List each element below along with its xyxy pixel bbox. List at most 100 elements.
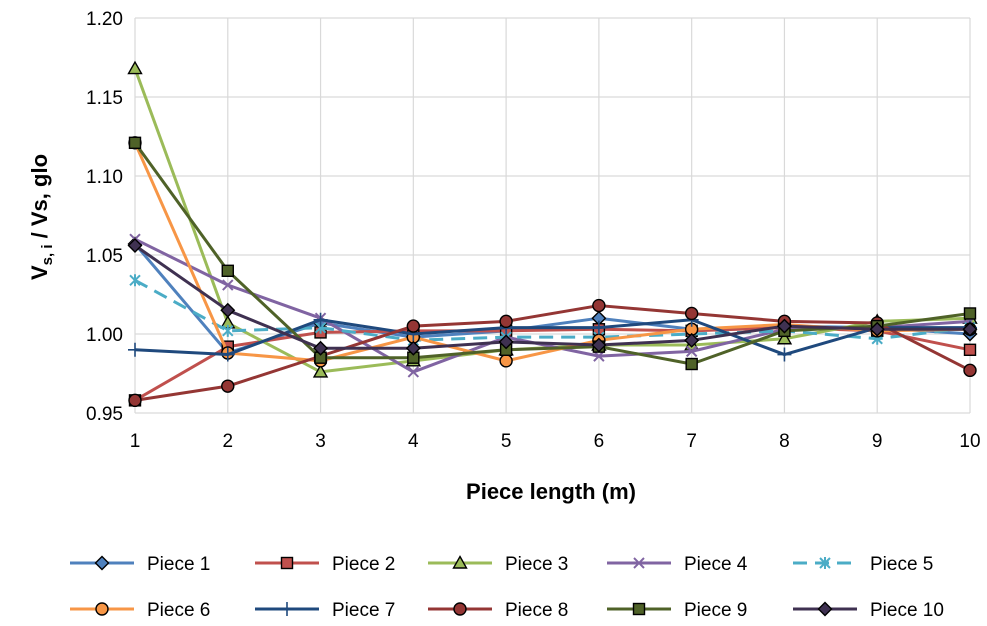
legend-item-piece-6: Piece 6 <box>70 600 210 621</box>
legend-item-piece-2: Piece 2 <box>255 554 395 575</box>
data-point <box>406 319 421 333</box>
series-piece-10 <box>127 238 978 356</box>
legend-swatch-marker <box>280 556 294 570</box>
data-point <box>128 136 142 150</box>
series-line <box>134 278 971 342</box>
data-point <box>963 307 977 320</box>
legend-swatch-marker <box>94 555 110 571</box>
legend-swatch-marker <box>452 555 468 569</box>
data-point <box>499 314 513 329</box>
legend-swatch-marker <box>817 601 833 617</box>
data-point <box>591 337 607 353</box>
legend-label: Piece 1 <box>147 554 210 575</box>
data-point <box>591 320 606 335</box>
series-layer <box>127 60 978 408</box>
legend-swatch-marker <box>95 602 109 616</box>
legend-label: Piece 6 <box>147 600 210 621</box>
legend-item-piece-10: Piece 10 <box>793 600 944 621</box>
legend-item-piece-1: Piece 1 <box>70 554 210 575</box>
data-point <box>128 342 142 357</box>
legend-swatch-marker <box>632 602 646 616</box>
y-axis-title-subscript: s, i <box>39 244 56 265</box>
x-tick-label: 8 <box>779 431 790 452</box>
x-tick-label: 3 <box>315 431 326 452</box>
data-point <box>405 340 421 356</box>
series-line <box>134 304 971 402</box>
data-point <box>777 347 792 362</box>
data-point <box>220 302 236 318</box>
data-point <box>407 366 420 378</box>
data-point <box>869 321 885 337</box>
y-tick-label: 1.00 <box>86 325 123 346</box>
data-point <box>963 343 977 356</box>
series-line <box>134 318 970 357</box>
legend-swatch-marker <box>633 557 645 569</box>
data-point <box>685 345 698 358</box>
data-point <box>313 312 328 327</box>
data-point <box>498 334 514 350</box>
legend-item-piece-9: Piece 9 <box>607 600 747 621</box>
x-tick-label: 7 <box>686 431 697 452</box>
data-point <box>684 306 699 321</box>
legend-swatch-marker <box>453 602 467 616</box>
data-point <box>685 357 698 371</box>
data-point <box>684 332 700 348</box>
legend: Piece 1 Piece 2 Piece 3 Piece 4 Piece 5 Piece… <box>70 554 944 621</box>
legend-label: Piece 4 <box>684 554 748 575</box>
data-point <box>221 264 234 277</box>
y-axis-title-main: V <box>27 265 52 280</box>
data-point <box>313 340 329 356</box>
legend-swatch-marker <box>819 557 831 569</box>
data-point <box>776 318 792 334</box>
y-tick-label: 0.95 <box>86 404 123 425</box>
legend-item-piece-4: Piece 4 <box>607 554 748 575</box>
data-point <box>962 321 978 337</box>
x-tick-label: 10 <box>959 431 980 452</box>
x-tick-label: 5 <box>501 431 512 452</box>
legend-item-piece-3: Piece 3 <box>428 554 568 575</box>
x-tick-label: 1 <box>130 431 141 452</box>
data-point <box>220 347 235 362</box>
x-axis-ticks: 1 2 3 4 5 6 7 8 9 10 <box>130 431 981 452</box>
x-tick-label: 2 <box>222 431 233 452</box>
y-axis-ticks: 0.95 1.00 1.05 1.10 1.15 1.20 <box>86 9 123 425</box>
legend-item-piece-7: Piece 7 <box>255 600 395 621</box>
legend-label: Piece 5 <box>870 554 933 575</box>
legend-item-piece-5: Piece 5 <box>793 554 933 575</box>
legend-label: Piece 9 <box>684 600 747 621</box>
data-point <box>222 279 234 291</box>
legend-label: Piece 7 <box>332 600 395 621</box>
x-tick-label: 9 <box>872 431 883 452</box>
series-line <box>134 244 970 350</box>
data-point <box>499 354 513 368</box>
data-point <box>129 274 141 287</box>
data-point <box>127 60 143 75</box>
y-tick-label: 1.10 <box>86 167 123 188</box>
gridlines <box>134 17 971 414</box>
y-axis-title: Vs, i / Vs, glo <box>27 154 56 280</box>
legend-label: Piece 8 <box>505 600 568 621</box>
x-tick-label: 6 <box>594 431 605 452</box>
x-axis-title: Piece length (m) <box>466 479 636 504</box>
data-point <box>312 363 329 378</box>
data-point <box>221 379 235 393</box>
y-tick-label: 1.20 <box>86 9 123 30</box>
legend-item-piece-8: Piece 8 <box>428 600 568 621</box>
legend-label: Piece 3 <box>505 554 568 575</box>
y-tick-label: 1.15 <box>86 88 123 109</box>
data-point <box>592 298 606 313</box>
data-point <box>127 238 143 254</box>
legend-label: Piece 2 <box>332 554 395 575</box>
series-piece-8 <box>128 298 977 408</box>
x-tick-label: 4 <box>408 431 419 452</box>
y-axis-title-rest: / Vs, glo <box>27 154 52 244</box>
data-point <box>776 330 793 345</box>
y-tick-label: 1.05 <box>86 246 123 267</box>
legend-label: Piece 10 <box>870 600 944 621</box>
data-point <box>963 363 977 378</box>
data-point <box>222 324 234 337</box>
legend-swatch-marker <box>280 602 294 616</box>
data-point <box>128 393 142 408</box>
